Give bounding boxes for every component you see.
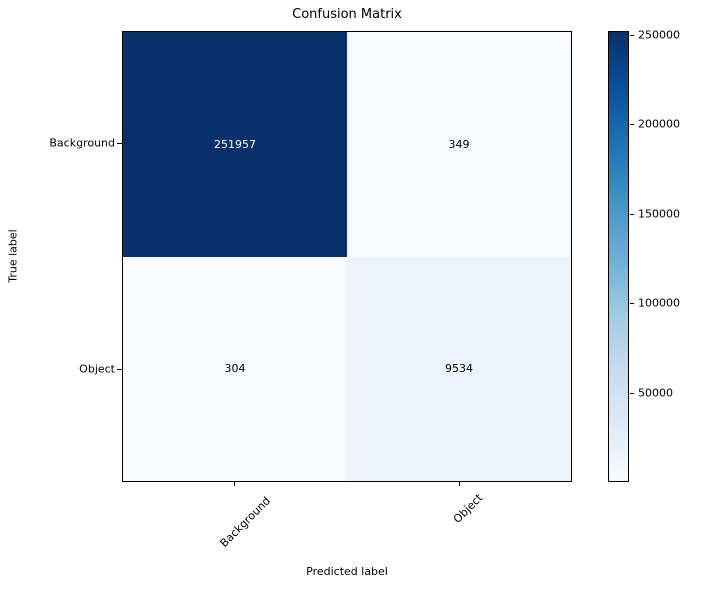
colorbar	[608, 31, 629, 482]
colorbar-tick-label: 150000	[638, 207, 680, 221]
y-tick-mark	[117, 143, 122, 144]
colorbar-gradient	[609, 32, 628, 481]
colorbar-tick-label: 100000	[638, 296, 680, 310]
y-tick-label-object: Object	[79, 362, 115, 376]
cell-true-background-pred-background: 251957	[123, 32, 347, 257]
cell-value: 251957	[214, 137, 256, 151]
colorbar-tick-mark	[630, 213, 634, 215]
y-tick-mark	[117, 369, 122, 370]
colorbar-tick-mark	[630, 124, 634, 126]
y-tick-label-background: Background	[49, 136, 115, 150]
cell-true-background-pred-object: 349	[347, 32, 571, 257]
cell-value: 304	[224, 362, 246, 376]
heatmap-grid: 251957 349 304 9534	[122, 31, 572, 482]
colorbar-tick-mark	[630, 34, 634, 36]
colorbar-tick-mark	[630, 392, 634, 394]
x-tick-label-background: Background	[217, 494, 274, 550]
y-axis-label: True label	[6, 229, 20, 283]
chart-title: Confusion Matrix	[292, 7, 402, 22]
x-tick-mark	[234, 482, 235, 486]
x-tick-label-object: Object	[450, 491, 486, 526]
cell-value: 9534	[445, 362, 473, 376]
x-tick-mark	[459, 482, 460, 486]
colorbar-tick-label: 50000	[638, 386, 673, 400]
cell-value: 349	[448, 137, 470, 151]
cell-true-object-pred-background: 304	[123, 256, 347, 481]
colorbar-tick-mark	[630, 303, 634, 305]
colorbar-tick-label: 200000	[638, 117, 680, 131]
x-axis-label: Predicted label	[306, 565, 388, 578]
colorbar-tick-label: 250000	[638, 28, 680, 41]
cell-true-object-pred-object: 9534	[347, 256, 571, 481]
